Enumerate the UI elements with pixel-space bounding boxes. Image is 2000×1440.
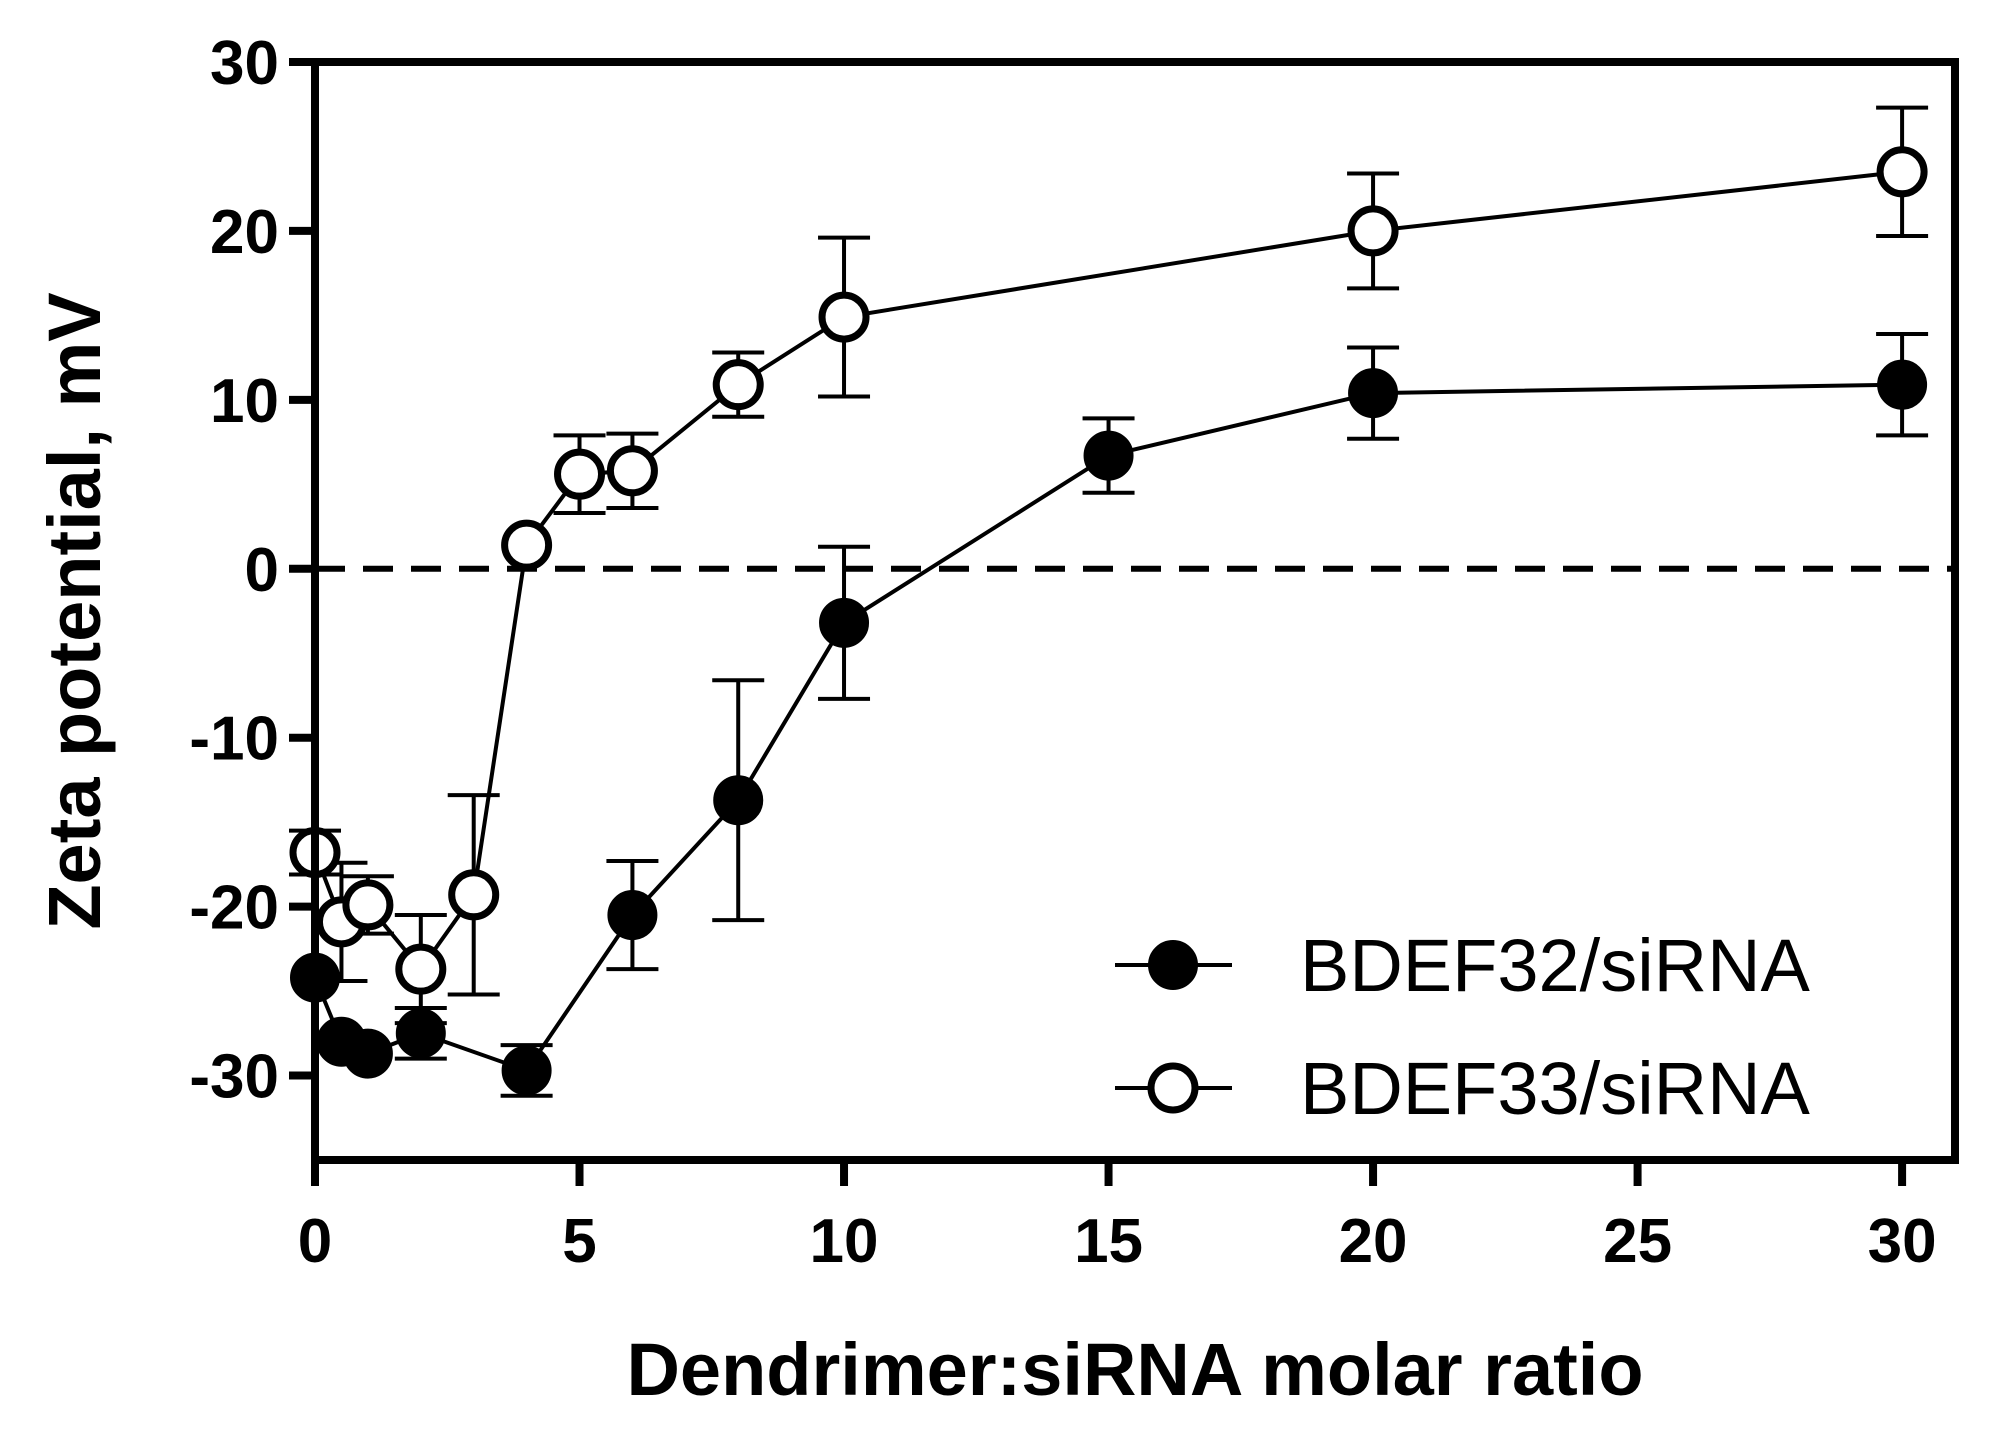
legend: BDEF32/siRNA BDEF33/siRNA: [1115, 924, 1811, 1130]
x-tick-label: 5: [562, 1207, 596, 1276]
legend-item-2-label: BDEF33/siRNA: [1300, 1047, 1811, 1130]
series-2-point: [606, 445, 658, 497]
series-1-point: [395, 1008, 446, 1059]
series-1-point: [342, 1028, 393, 1079]
series-1-point: [607, 890, 658, 941]
series-1-point: [713, 775, 764, 826]
axes-layer: -30 -20 -10 0 10 20 30 0 5 10 15 20 25 30 Dendrimer:si…: [33, 29, 1959, 1411]
y-tick-label: 0: [245, 536, 279, 605]
legend-item-1-label: BDEF32/siRNA: [1300, 924, 1811, 1007]
series-1-point: [1083, 430, 1134, 481]
legend-item-1-marker: [1148, 940, 1198, 990]
series-2-point: [1876, 146, 1928, 198]
series-2-point: [395, 943, 447, 995]
y-tick-label: 30: [210, 29, 279, 98]
series-2-point: [818, 291, 870, 343]
x-tick-label: 20: [1339, 1207, 1408, 1276]
series-2-point: [712, 359, 764, 411]
y-tick-label: 10: [210, 367, 279, 436]
series-2-point: [501, 519, 553, 571]
y-axis-title: Zeta potential, mV: [33, 292, 116, 929]
y-tick-label: -20: [189, 874, 279, 943]
x-axis-title: Dendrimer:siRNA molar ratio: [626, 1328, 1643, 1411]
series-1-point: [1877, 359, 1928, 410]
series-2-point: [448, 869, 500, 921]
series-1-point: [1348, 368, 1399, 419]
series-2-point: [1347, 205, 1399, 257]
legend-item-2-marker: [1147, 1062, 1199, 1114]
series-1-point: [819, 597, 870, 648]
x-tick-label: 10: [810, 1207, 879, 1276]
x-tick-label: 0: [298, 1207, 332, 1276]
data-points-layer: [289, 146, 1928, 1096]
y-tick-label: 20: [210, 198, 279, 267]
y-tick-label: -30: [189, 1043, 279, 1112]
y-tick-label: -10: [189, 705, 279, 774]
x-tick-label: 15: [1074, 1207, 1143, 1276]
series-2-point: [554, 448, 606, 500]
x-tick-label: 25: [1603, 1207, 1672, 1276]
x-tick-label: 30: [1868, 1207, 1937, 1276]
plot-frame: [311, 58, 1959, 1164]
series-1-point: [501, 1045, 552, 1096]
series-2-point: [342, 879, 394, 931]
